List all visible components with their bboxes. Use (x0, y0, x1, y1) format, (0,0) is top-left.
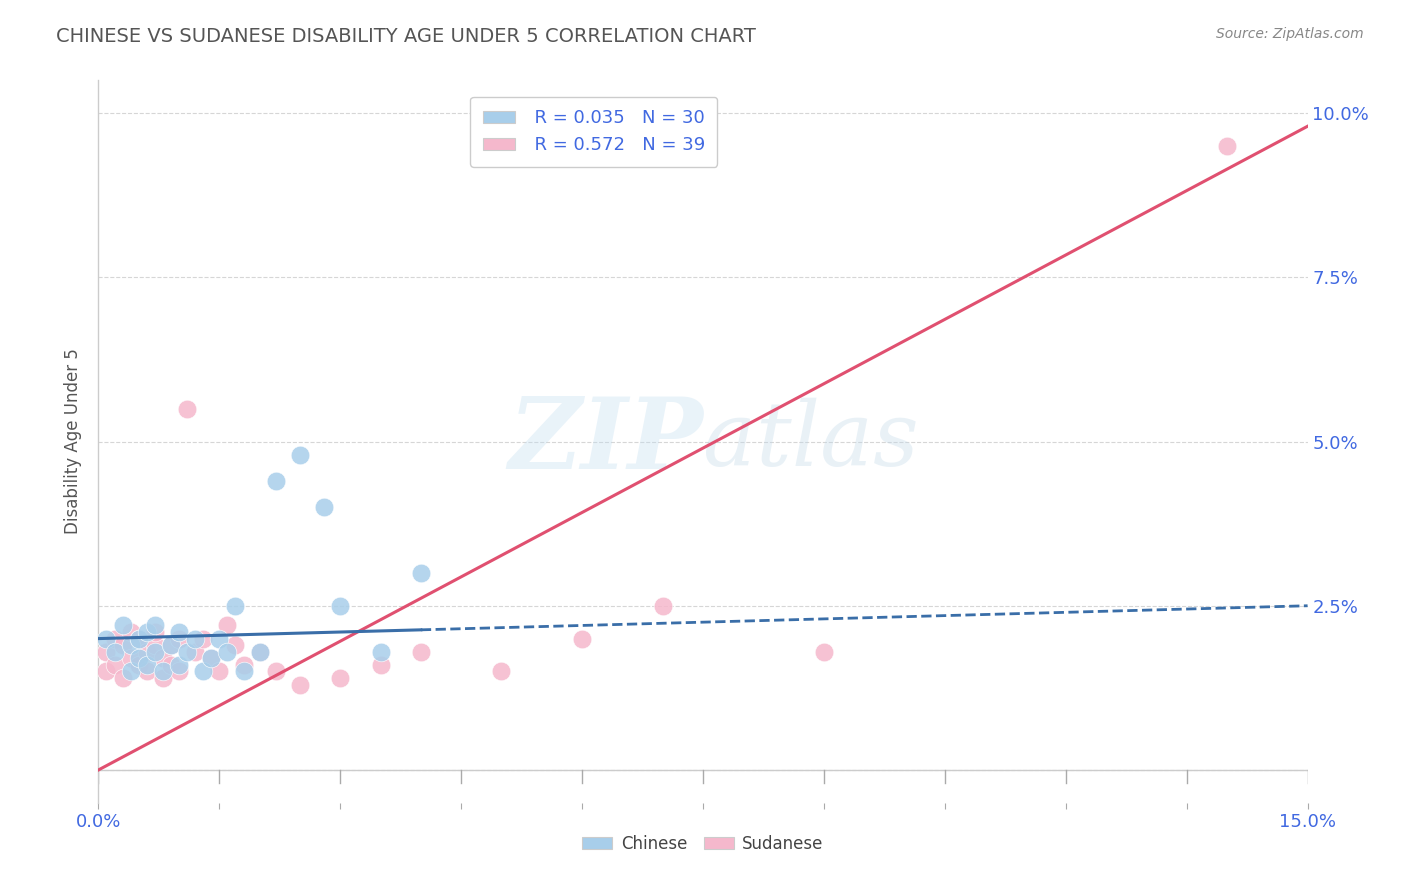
Point (143, 625, 166, 640)
Point (184, 645, 207, 659)
Point (103, 632, 125, 646)
Point (249, 645, 271, 659)
Point (217, 618, 239, 632)
Text: ZIP: ZIP (508, 393, 703, 490)
Point (264, 474, 287, 488)
Point (651, 599, 673, 613)
Point (111, 671, 134, 685)
Point (224, 638, 246, 652)
Point (103, 657, 125, 672)
Point (128, 657, 150, 672)
Point (200, 651, 222, 665)
Point (370, 657, 392, 672)
Point (103, 645, 125, 659)
Point (135, 665, 157, 679)
Point (120, 638, 142, 652)
Point (167, 665, 190, 679)
Point (571, 632, 593, 646)
Point (143, 645, 166, 659)
Point (193, 632, 215, 646)
Point (135, 645, 157, 659)
Point (143, 638, 166, 652)
Point (288, 677, 311, 691)
Point (491, 665, 513, 679)
Y-axis label: Disability Age Under 5: Disability Age Under 5 (63, 349, 82, 534)
Legend: Chinese, Sudanese: Chinese, Sudanese (576, 828, 830, 860)
Point (176, 645, 198, 659)
Point (249, 645, 271, 659)
Point (152, 651, 174, 665)
Point (264, 665, 287, 679)
Point (232, 657, 254, 672)
Point (409, 645, 432, 659)
Point (152, 671, 174, 685)
Point (152, 665, 174, 679)
Point (111, 618, 134, 632)
Point (200, 651, 222, 665)
Text: Source: ZipAtlas.com: Source: ZipAtlas.com (1216, 27, 1364, 41)
Point (409, 566, 432, 580)
Point (128, 651, 150, 665)
Point (232, 665, 254, 679)
Point (135, 625, 157, 640)
Point (160, 657, 183, 672)
Point (176, 401, 198, 416)
Point (120, 625, 142, 640)
Point (120, 651, 142, 665)
Point (217, 645, 239, 659)
Point (208, 632, 231, 646)
Point (329, 671, 352, 685)
Point (329, 599, 352, 613)
Point (224, 599, 246, 613)
Point (128, 632, 150, 646)
Point (143, 618, 166, 632)
Point (288, 448, 311, 462)
Point (184, 632, 207, 646)
Point (135, 657, 157, 672)
Point (1216, 139, 1239, 153)
Point (111, 638, 134, 652)
Point (128, 632, 150, 646)
Point (96, 665, 118, 679)
Point (193, 665, 215, 679)
Point (167, 632, 190, 646)
Point (370, 645, 392, 659)
Point (208, 665, 231, 679)
Point (813, 645, 835, 659)
Text: CHINESE VS SUDANESE DISABILITY AGE UNDER 5 CORRELATION CHART: CHINESE VS SUDANESE DISABILITY AGE UNDER… (56, 27, 756, 45)
Point (160, 638, 183, 652)
Point (120, 665, 142, 679)
Point (167, 657, 190, 672)
Point (96, 645, 118, 659)
Point (314, 500, 336, 515)
Text: atlas: atlas (703, 398, 918, 485)
Point (167, 625, 190, 640)
Point (96, 632, 118, 646)
Point (160, 638, 183, 652)
